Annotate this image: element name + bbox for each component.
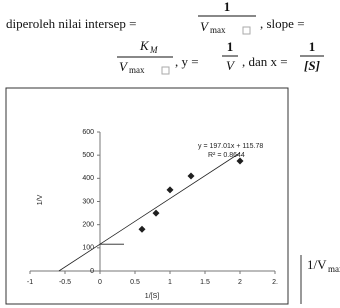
y-tick-label: 0: [90, 268, 94, 275]
x-tick-label: -1: [27, 279, 33, 286]
point: [152, 209, 160, 217]
text: , slope =: [260, 16, 305, 31]
x-tick-label: 1.5: [200, 279, 210, 286]
x-tick-label: 0.5: [130, 279, 140, 286]
point: [138, 225, 146, 233]
x-axis-title: 1/[S]: [145, 293, 159, 300]
denominator: V: [200, 19, 210, 34]
chart-frame: [5, 87, 289, 305]
text: diperoleh nilai intersep =: [6, 16, 136, 31]
subscript: max: [129, 65, 145, 75]
glyph-box: [161, 66, 170, 75]
y-tick-label: 400: [82, 175, 94, 182]
r-squared: R² = 0.8644: [208, 152, 245, 159]
text: , y =: [175, 54, 199, 69]
y-tick-label: 500: [82, 152, 94, 159]
numerator: 1: [227, 39, 234, 54]
x-tick-label: -0.5: [59, 279, 71, 286]
numerator: K: [139, 38, 150, 53]
glyph-box: [242, 26, 251, 35]
y-axis-title: 1/V: [37, 194, 44, 205]
formula: diperoleh nilai intersep = 1 V max , slo…: [6, 0, 324, 75]
text: , dan x =: [242, 54, 288, 69]
side-label-sub: max: [328, 264, 340, 274]
numerator: 1: [309, 39, 316, 54]
x-tick-label: 0: [98, 279, 102, 286]
denominator: [S]: [304, 58, 320, 73]
y-tick-label: 200: [82, 222, 94, 229]
point: [187, 172, 195, 180]
y-tick-label: 300: [82, 198, 94, 205]
trendline: [58, 152, 241, 272]
x-tick-label: 1: [168, 279, 172, 286]
subscript: M: [149, 45, 158, 55]
x-tick-label: 2: [238, 279, 242, 286]
numerator: 1: [224, 0, 231, 14]
point: [236, 157, 244, 165]
y-tick-label: 600: [82, 129, 94, 136]
denominator: V: [119, 59, 129, 74]
trendline-equation: y = 197.01x + 115.78: [198, 143, 263, 150]
subscript: max: [210, 25, 226, 35]
point: [166, 186, 174, 194]
side-label: 1/V: [307, 257, 327, 272]
denominator: V: [226, 58, 236, 73]
x-tick-label: 2.: [272, 279, 278, 286]
y-tick-label: 100: [82, 245, 94, 252]
chart: 1/V 1/[S] y = 197.01x + 115.78 R² = 0.86…: [5, 87, 289, 305]
